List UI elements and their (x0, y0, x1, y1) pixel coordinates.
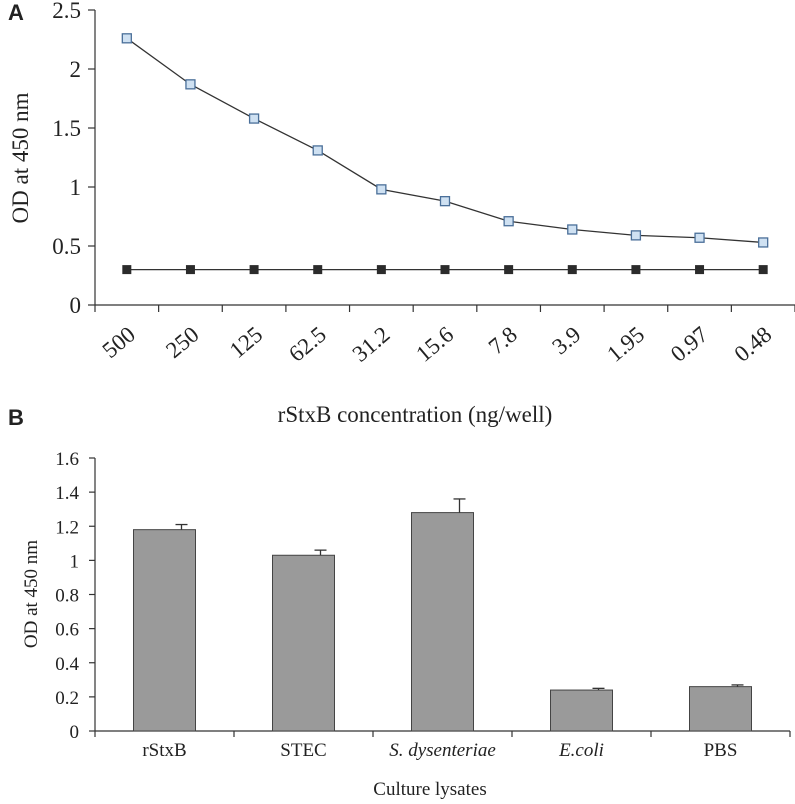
bar (133, 529, 196, 732)
y-tick-label: 0.6 (55, 620, 79, 641)
data-point-rStxB (312, 145, 323, 156)
panel-b: B 0 0.2 0.4 0.6 0.8 1 1.2 1.4 1.6 rStxB STEC S. dy… (8, 405, 791, 800)
bar (689, 686, 752, 732)
y-tick-label: 1.2 (55, 517, 79, 538)
data-point-control (249, 265, 259, 275)
panel-a-y-title: OD at 450 nm (8, 92, 33, 223)
x-tick-label: 0.97 (666, 322, 713, 367)
data-point-control (567, 265, 577, 275)
x-tick-label: S. dysenteriae (389, 740, 496, 761)
data-point-rStxB (439, 196, 451, 207)
x-tick-label: E.coli (558, 740, 604, 761)
y-tick-label: 0.5 (52, 234, 81, 259)
data-point-control (313, 265, 323, 275)
y-tick-label: 1 (70, 175, 82, 200)
x-tick-label: 1.95 (602, 322, 649, 367)
data-point-rStxB (185, 79, 196, 90)
data-point-control (504, 265, 514, 275)
data-point-rStxB (376, 184, 387, 195)
x-tick-label: 3.9 (547, 322, 585, 360)
y-tick-label: 1.6 (55, 449, 79, 470)
data-point-control (122, 265, 132, 275)
data-point-rStxB (121, 33, 132, 44)
data-point-rStxB (694, 232, 705, 243)
x-tick-label: 62.5 (284, 322, 331, 367)
bar (550, 689, 613, 732)
y-tick-label: 1 (70, 551, 80, 572)
panel-b-y-title: OD at 450 nm (21, 540, 42, 648)
x-tick-label: PBS (704, 740, 738, 761)
data-point-control (440, 265, 450, 275)
y-tick-label: 2 (70, 57, 82, 82)
x-tick-label: 31.2 (348, 322, 395, 367)
x-tick-label: 250 (161, 322, 203, 363)
y-tick-label: 0.8 (55, 586, 79, 607)
x-tick-label: rStxB (142, 740, 186, 761)
data-point-control (695, 265, 705, 275)
data-point-rStxB (758, 237, 769, 248)
data-point-rStxB (630, 230, 642, 241)
y-tick-label: 2.5 (52, 0, 81, 23)
y-tick-label: 0.2 (55, 688, 79, 709)
bar (411, 512, 474, 732)
x-tick-label: 7.8 (484, 322, 522, 360)
y-tick-label: 0 (70, 722, 80, 743)
panel-a: A 0 0.5 1 1.5 2 2.5 500 250 125 62.5 31.2 15.6 7.8 3… (8, 0, 795, 427)
data-point-control (185, 265, 195, 275)
panel-a-label: A (8, 0, 24, 25)
data-point-rStxB (503, 216, 514, 227)
panel-b-label: B (8, 405, 24, 430)
data-point-rStxB (248, 113, 260, 124)
y-tick-label: 1.4 (55, 483, 79, 504)
panel-a-x-title: rStxB concentration (ng/well) (278, 402, 553, 427)
x-tick-label: 500 (98, 322, 140, 363)
y-tick-label: 1.5 (52, 116, 81, 141)
data-point-control (631, 265, 641, 275)
data-point-rStxB (567, 224, 578, 235)
x-tick-label: 125 (225, 322, 267, 363)
data-point-control (376, 265, 386, 275)
x-tick-label: 15.6 (411, 322, 458, 367)
panel-b-x-title: Culture lysates (373, 779, 486, 800)
data-point-control (758, 265, 768, 275)
x-tick-label: STEC (280, 740, 326, 761)
bar (272, 554, 335, 732)
x-tick-label: 0.48 (729, 322, 776, 367)
y-tick-label: 0.4 (55, 654, 79, 675)
series-line-rStxB (126, 37, 764, 244)
y-tick-label: 0 (70, 293, 82, 318)
